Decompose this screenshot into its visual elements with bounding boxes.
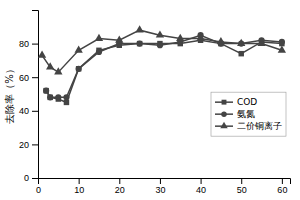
point — [76, 66, 82, 72]
point — [76, 66, 81, 71]
tick-mark — [32, 77, 38, 78]
point — [279, 39, 285, 45]
tick-label: 60 — [19, 73, 29, 83]
point — [43, 88, 48, 93]
tick-label: 0 — [24, 173, 29, 183]
legend-marker — [220, 122, 227, 128]
tick-mark — [79, 178, 80, 184]
tick: 40 — [196, 178, 206, 195]
legend-item: COD — [215, 97, 257, 107]
legend-frame — [211, 92, 286, 136]
tick-label: 60 — [277, 185, 287, 195]
point — [156, 30, 164, 37]
tick-label: 30 — [155, 185, 165, 195]
point — [38, 51, 46, 58]
tick: 30 — [155, 178, 165, 195]
tick: 50 — [237, 178, 247, 195]
axis-line — [32, 11, 39, 179]
point — [55, 94, 61, 100]
series-line — [46, 35, 282, 97]
point — [115, 35, 123, 42]
chart: 0 10 20 30 40 50 60 0 20 40 60 80 COD 氨氮二价铜离子 去除率（%） — [0, 0, 300, 200]
tick: 20 — [19, 140, 38, 150]
axis-line — [39, 179, 291, 185]
legend-label: 氨氮 — [237, 109, 255, 119]
point — [54, 67, 62, 74]
point — [137, 41, 143, 47]
tick-mark — [241, 178, 242, 184]
point — [64, 100, 69, 105]
y-axis: 0 20 40 60 80 — [19, 11, 39, 184]
point — [74, 46, 82, 53]
tick-mark — [160, 178, 161, 184]
tick-label: 50 — [237, 185, 247, 195]
tick-mark — [32, 111, 38, 112]
legend-label: COD — [237, 97, 257, 107]
point — [157, 42, 163, 48]
point — [43, 88, 49, 94]
point — [135, 25, 143, 32]
tick: 40 — [19, 106, 38, 116]
tick: 80 — [19, 39, 38, 49]
legend-item: 氨氮 — [215, 109, 255, 119]
tick: 0 — [24, 173, 38, 183]
tick-label: 20 — [19, 140, 29, 150]
tick-mark — [32, 178, 38, 179]
plot: 0 10 20 30 40 50 60 0 20 40 60 80 COD 氨氮二价铜离子 — [19, 11, 291, 196]
point — [237, 39, 245, 46]
tick-label: 40 — [196, 185, 206, 195]
tick: 0 — [36, 178, 41, 195]
point — [46, 62, 54, 69]
point — [95, 34, 103, 41]
tick-mark — [282, 178, 283, 184]
point — [96, 49, 102, 55]
point — [196, 34, 204, 41]
tick: 10 — [74, 178, 84, 195]
point — [47, 95, 52, 100]
legend-marker — [222, 100, 227, 105]
point — [137, 41, 142, 46]
point — [217, 37, 225, 44]
tick-label: 10 — [74, 185, 84, 195]
point — [278, 46, 286, 53]
tick-mark — [32, 44, 38, 45]
tick-label: 40 — [19, 106, 29, 116]
tick: 20 — [115, 178, 125, 195]
tick-label: 80 — [19, 39, 29, 49]
tick: 60 — [19, 73, 38, 83]
x-axis: 0 10 20 30 40 50 60 — [36, 178, 291, 195]
tick-label: 0 — [36, 185, 41, 195]
legend-marker — [221, 111, 227, 117]
point — [238, 51, 243, 56]
series-line — [42, 30, 282, 72]
legend-item: 二价铜离子 — [215, 121, 282, 131]
tick-mark — [32, 144, 38, 145]
legend-label: 二价铜离子 — [237, 121, 282, 131]
point — [63, 94, 69, 100]
point — [47, 94, 53, 100]
y-axis-title: 去除率（%） — [4, 64, 15, 124]
tick-mark — [119, 178, 120, 184]
point — [257, 39, 265, 46]
tick-label: 20 — [115, 185, 125, 195]
tick: 60 — [277, 178, 287, 195]
legend: COD 氨氮二价铜离子 — [211, 92, 286, 136]
point — [176, 34, 184, 41]
tick-mark — [201, 178, 202, 184]
